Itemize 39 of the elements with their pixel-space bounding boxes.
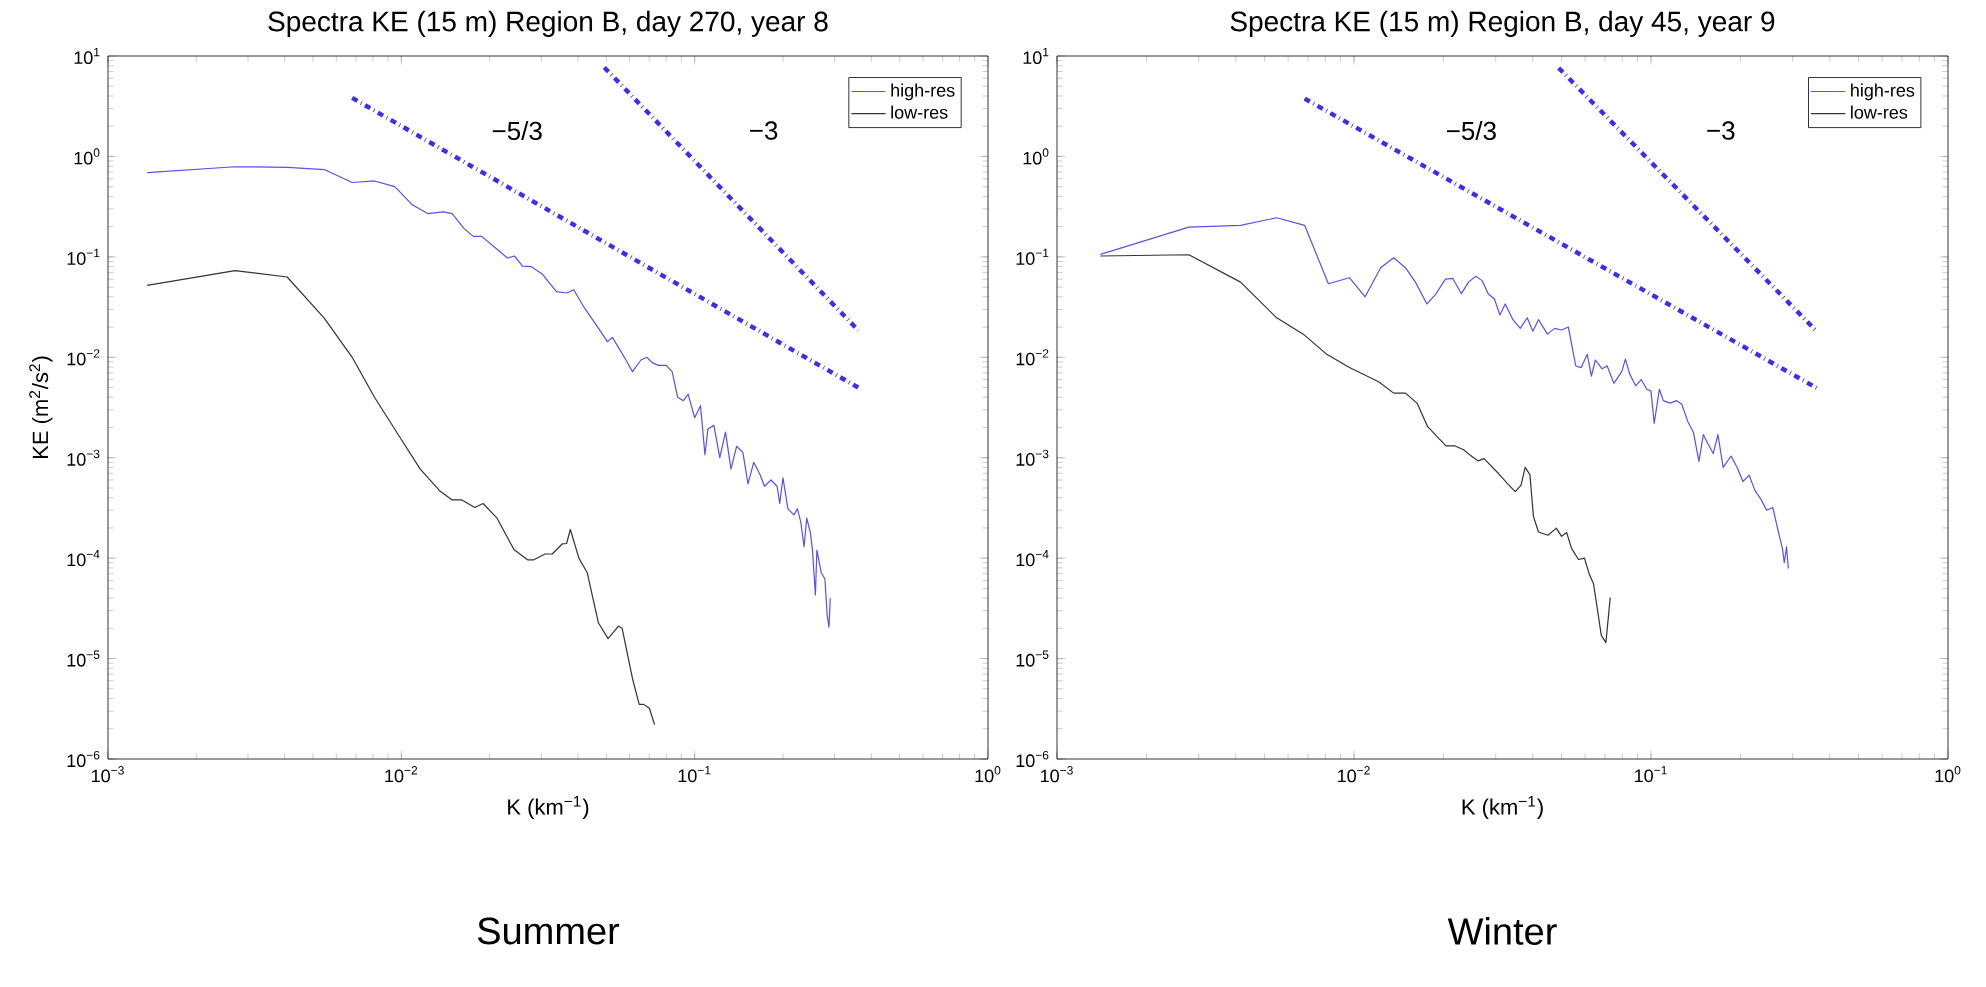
x-axis-title: K (km$^{−1}$) — [1462, 796, 1543, 820]
y-tick-label: 10$^{−5}$ — [67, 650, 100, 667]
x-tick-label: 10$^{0}$ — [1935, 766, 1961, 783]
annotation: −5/3 — [1446, 120, 1496, 141]
y-tick-label: 10$^{−4}$ — [1016, 550, 1049, 567]
text: Summer — [477, 917, 620, 945]
chart-title: Spectra KE (15 m) Region B, day 270, year 8 — [268, 10, 828, 37]
x-tick-label: 10$^{0}$ — [975, 766, 1001, 783]
legend-label: high-res — [1851, 83, 1915, 101]
y-tick-label: 10$^{−3}$ — [67, 449, 100, 466]
y-tick-label: 10$^{1}$ — [74, 47, 100, 65]
x-tick-label: 10$^{−2}$ — [385, 766, 418, 783]
y-tick-label: 10$^{−6}$ — [67, 750, 100, 768]
y-tick-label: 10$^{−4}$ — [67, 550, 100, 567]
y-tick-label: 10$^{−2}$ — [67, 349, 100, 366]
x-tick-label: 10$^{−2}$ — [1338, 766, 1370, 783]
legend-label: high-res — [891, 83, 955, 101]
y-tick-label: 10$^{−1}$ — [67, 248, 100, 265]
x-tick-label: 10$^{−3}$ — [1041, 766, 1073, 783]
legend-label: low-res — [1851, 105, 1908, 119]
chart-title: Spectra KE (15 m) Region B, day 45, year 9 — [1230, 10, 1775, 37]
annotation: −3 — [1707, 121, 1735, 140]
y-tick-label: 10$^{1}$ — [1023, 47, 1049, 65]
y-tick-label: 10$^{−5}$ — [1016, 650, 1049, 667]
y-tick-label: 10$^{−6}$ — [1016, 750, 1049, 768]
annotation: −3 — [750, 121, 778, 140]
y-tick-label: 10$^{0}$ — [1023, 148, 1049, 165]
y-axis-title: KE (m$^{2}$/s$^{2}$) — [29, 356, 53, 459]
y-tick-label: 10$^{−2}$ — [1016, 349, 1049, 366]
x-tick-label: 10$^{−1}$ — [678, 766, 711, 783]
y-tick-label: 10$^{−1}$ — [1016, 248, 1049, 265]
x-tick-label: 10$^{−1}$ — [1635, 766, 1667, 783]
y-tick-label: 10$^{0}$ — [74, 148, 100, 165]
legend-label: low-res — [891, 105, 948, 119]
x-tick-label: 10$^{−3}$ — [92, 766, 124, 783]
y-tick-label: 10$^{−3}$ — [1016, 449, 1049, 466]
x-axis-title: K (km$^{−1}$) — [508, 796, 589, 820]
annotation: −5/3 — [492, 120, 542, 141]
text: Winter — [1447, 917, 1557, 945]
